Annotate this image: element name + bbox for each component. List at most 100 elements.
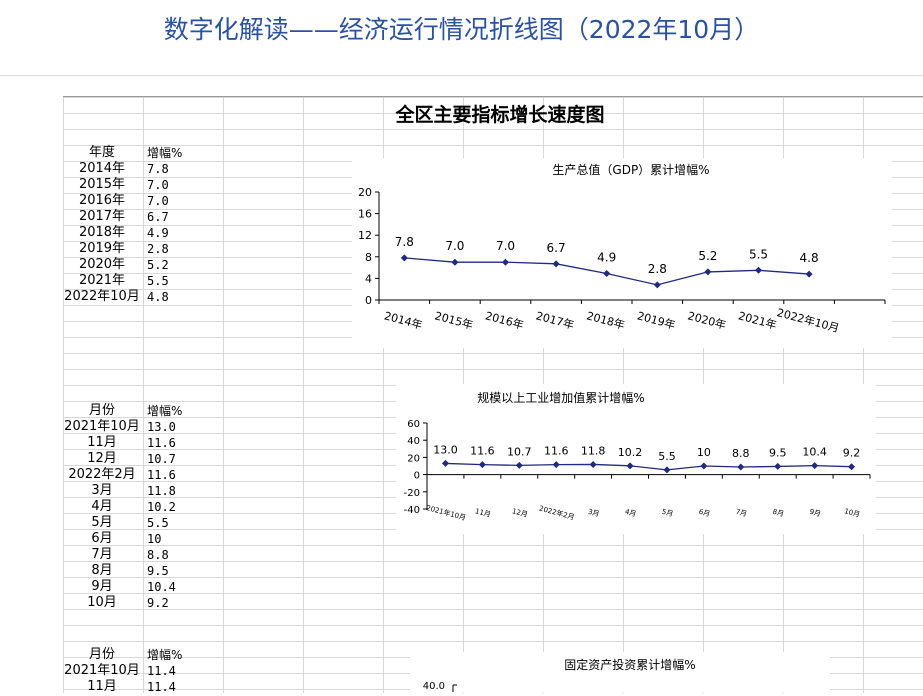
chart-title: 固定资产投资累计增幅% (564, 657, 695, 672)
y-tick-label: 60 (407, 419, 420, 430)
gdp-chart[interactable]: 生产总值（GDP）累计增幅% 0 4 8 12 16 20 7.8 7.0 7.0 6.7 4.9 2.… (352, 158, 892, 348)
x-tick-label: 7月 (735, 508, 748, 519)
gdp-table-row: 2016年 7.0 (63, 193, 207, 209)
data-label: 11.6 (544, 445, 569, 458)
industry-table-row: 7月 8.8 (63, 547, 207, 563)
gdp-chart-svg: 生产总值（GDP）累计增幅% 0 4 8 12 16 20 7.8 7.0 7.0 6.7 4.9 2.… (358, 162, 886, 335)
data-point (552, 461, 560, 469)
header-divider (0, 75, 923, 76)
investment-table-growth-cell: 11.4 (147, 664, 176, 678)
industry-table-row: 12月 10.7 (63, 451, 207, 467)
x-tick-label: 2016年 (484, 308, 525, 332)
y-tick-label: 20 (358, 186, 372, 199)
data-point (700, 462, 708, 470)
data-label: 5.2 (698, 249, 717, 263)
data-label: 11.8 (581, 444, 606, 457)
sheet-title: 全区主要指标增长速度图 (395, 104, 605, 126)
y-tick-label: 40 (407, 436, 420, 447)
data-label: 9.5 (769, 446, 787, 459)
industry-table-header-row: 月份 增幅% (63, 403, 207, 419)
industry-table-period-cell: 8月 (91, 563, 113, 578)
data-point (589, 460, 597, 468)
data-point (478, 461, 486, 469)
industry-table-row: 6月 10 (63, 531, 207, 547)
x-tick-label: 10月 (843, 507, 860, 519)
data-label: 4.8 (800, 251, 819, 265)
industry-table-row: 4月 10.2 (63, 499, 207, 515)
industry-table: 月份 增幅% 2021年10月 13.0 11月 11.6 12月 10.7 2022年2月 11… (63, 403, 207, 611)
investment-table-row: 11月 11.4 (63, 679, 207, 695)
data-point (515, 461, 523, 469)
gdp-table-header-row: 年度 增幅% (63, 145, 207, 161)
data-label: 7.0 (445, 239, 464, 253)
gdp-table-row: 2022年10月 4.8 (63, 289, 207, 305)
industry-table-row: 10月 9.2 (63, 595, 207, 611)
data-label: 7.0 (496, 239, 515, 253)
industry-table-growth-cell: 9.5 (147, 564, 169, 578)
page-title: 数字化解读——经济运行情况折线图（2022年10月） (163, 15, 760, 44)
gdp-table-row: 2017年 6.7 (63, 209, 207, 225)
industry-table-period-cell: 10月 (87, 595, 117, 610)
data-label: 4.9 (597, 251, 616, 265)
data-point (704, 268, 712, 276)
industry-table-row: 3月 11.8 (63, 483, 207, 499)
series-line (445, 462, 852, 471)
industry-table-row: 8月 9.5 (63, 563, 207, 579)
industry-table-period-cell: 12月 (87, 451, 117, 466)
y-tick-label: 40.0 (423, 681, 445, 692)
investment-table-header-row: 月份 增幅% (63, 647, 207, 663)
data-label: 2.8 (648, 262, 667, 276)
data-label: 7.8 (395, 235, 414, 249)
industry-table-row: 11月 11.6 (63, 435, 207, 451)
industry-table-growth-cell: 10.7 (147, 452, 176, 466)
investment-table-header-growth: 增幅% (147, 648, 183, 662)
industry-chart[interactable]: 规模以上工业增加值累计增幅% -40 -20 0 20 40 60 13.0 11.6 10.7 1… (396, 384, 876, 534)
y-tick-label: -20 (404, 488, 420, 499)
y-tick-label: -40 (404, 505, 420, 516)
data-label: 5.5 (749, 247, 768, 261)
industry-table-row: 2022年2月 11.6 (63, 467, 207, 483)
x-tick-label: 2015年 (433, 308, 474, 332)
industry-table-period-cell: 6月 (91, 531, 113, 546)
x-tick-label: 2017年 (534, 308, 575, 332)
industry-table-period-cell: 2022年2月 (68, 467, 136, 482)
gdp-table-period-cell: 2015年 (78, 177, 126, 192)
industry-table-period-cell: 11月 (87, 435, 117, 450)
x-tick-label: 12月 (511, 507, 528, 519)
industry-table-row: 5月 5.5 (63, 515, 207, 531)
gdp-table-period-cell: 2018年 (78, 225, 126, 240)
gdp-table-growth-cell: 5.2 (147, 258, 169, 272)
industry-table-period-cell: 2021年10月 (64, 419, 140, 434)
gdp-table-growth-cell: 4.8 (147, 290, 169, 304)
gdp-table-growth-cell: 7.0 (147, 178, 169, 192)
gdp-table-header-period: 年度 (88, 145, 115, 160)
data-label: 11.6 (470, 445, 495, 458)
data-point (737, 463, 745, 471)
x-tick-label: 2019年 (636, 308, 677, 332)
gdp-table-growth-cell: 2.8 (147, 242, 169, 256)
gdp-table-header-growth: 增幅% (147, 146, 183, 160)
data-label: 6.7 (547, 241, 566, 255)
industry-table-growth-cell: 11.8 (147, 484, 176, 498)
data-point (603, 270, 611, 278)
y-tick-label: 16 (358, 208, 372, 221)
data-label: 10.4 (802, 446, 827, 459)
data-point (848, 463, 856, 471)
investment-chart[interactable]: 固定资产投资累计增幅% 40.0 (410, 652, 830, 692)
x-tick-label: 11月 (474, 507, 491, 519)
industry-table-period-cell: 7月 (91, 547, 113, 562)
industry-table-growth-cell: 11.6 (147, 436, 176, 450)
data-point (441, 459, 449, 467)
y-tick-label: 20 (407, 453, 420, 464)
x-tick-label: 4月 (624, 508, 637, 519)
industry-table-header-growth: 增幅% (147, 404, 183, 418)
gdp-table-row: 2020年 5.2 (63, 257, 207, 273)
data-label: 9.2 (843, 447, 861, 460)
gdp-table-growth-cell: 4.9 (147, 226, 169, 240)
gdp-table-period-cell: 2021年 (78, 273, 126, 288)
data-point (626, 462, 634, 470)
x-tick-label: 2018年 (585, 308, 626, 332)
x-tick-label: 6月 (698, 508, 711, 519)
gdp-table: 年度 增幅% 2014年 7.8 2015年 7.0 2016年 7.0 2017年 6.7 201… (63, 145, 207, 305)
data-label: 10.7 (507, 445, 532, 458)
